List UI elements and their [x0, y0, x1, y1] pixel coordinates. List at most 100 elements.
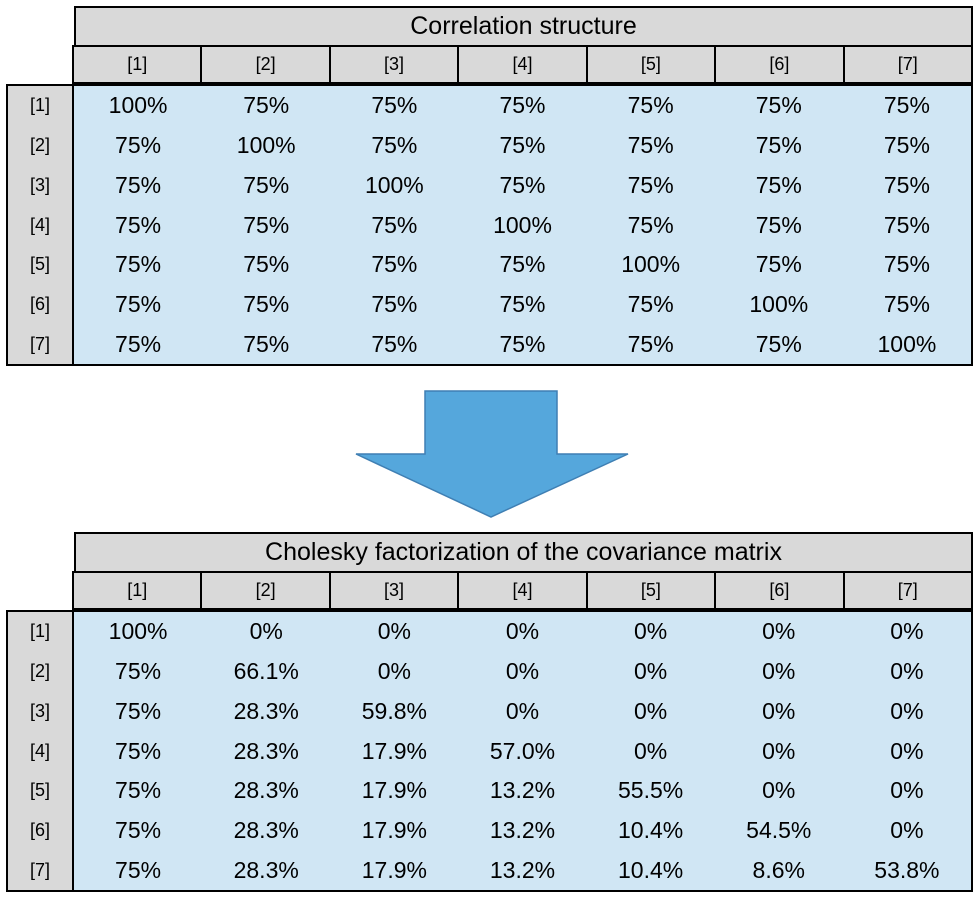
table-cell: 13.2%: [489, 777, 556, 804]
table-cell: 75%: [115, 658, 162, 685]
table-cell: 0%: [762, 777, 796, 804]
table-cell: 0%: [249, 618, 283, 645]
table-cell: 100%: [108, 92, 168, 119]
table-cell: 75%: [243, 330, 290, 357]
table-cell: 0%: [634, 618, 668, 645]
table-cell: 100%: [749, 290, 809, 317]
table-cell: 0%: [505, 618, 540, 645]
table-cell: 57.0%: [489, 737, 556, 764]
table-cell: 100%: [236, 132, 296, 159]
table-cell: 75%: [371, 251, 418, 278]
table-cell: 54.5%: [746, 816, 812, 843]
table-cell: 10.4%: [618, 816, 684, 843]
table-cell: 0%: [890, 737, 924, 764]
table-cell: 100%: [108, 618, 168, 645]
table-cell: 75%: [755, 251, 802, 278]
column-header: [5]: [585, 45, 717, 84]
table-cell: 28.3%: [233, 777, 299, 804]
table-cell: 75%: [499, 290, 546, 317]
correlation-cells: 100% 75% 75% 75% 75% 75% 75% 75% 100% 75% 75% 75% 75…: [74, 84, 973, 366]
table-cell: 66.1%: [233, 658, 299, 685]
table-row: 75% 75% 75% 75% 75% 75% 100%: [74, 324, 971, 364]
table-row: 75% 75% 75% 75% 75% 100% 75%: [74, 285, 971, 325]
table-cell: 55.5%: [618, 777, 684, 804]
table-cell: 0%: [890, 697, 924, 724]
table-cell: 75%: [499, 330, 546, 357]
table-cell: 75%: [499, 251, 546, 278]
table-cell: 17.9%: [361, 737, 427, 764]
table-cell: 17.9%: [361, 816, 427, 843]
table-cell: 75%: [883, 132, 930, 159]
table-cell: 75%: [499, 92, 546, 119]
table-row: 75% 100% 75% 75% 75% 75% 75%: [74, 126, 971, 166]
cholesky-cells: 100% 0% 0% 0% 0% 0% 0% 75% 66.1% 0% 0% 0% 0% 0% 75% 28.…: [74, 610, 973, 892]
table-cell: 28.3%: [233, 856, 299, 883]
column-header: [7]: [842, 45, 973, 84]
table-cell: 75%: [243, 171, 290, 198]
table-row: 75% 28.3% 17.9% 13.2% 55.5% 0% 0%: [74, 771, 971, 811]
table-cell: 100%: [364, 171, 424, 198]
table-cell: 75%: [883, 211, 930, 238]
table-cell: 75%: [755, 330, 802, 357]
table-cell: 75%: [115, 856, 162, 883]
cholesky-row-headers: [1] [2] [3] [4] [5] [6] [7]: [6, 610, 74, 892]
table-cell: 0%: [634, 697, 668, 724]
row-header: [4]: [29, 740, 50, 761]
row-header: [3]: [29, 700, 50, 721]
column-header: [4]: [457, 45, 588, 84]
column-header: [2]: [200, 45, 331, 84]
table-cell: 75%: [755, 171, 802, 198]
correlation-title-row: Correlation structure: [6, 6, 973, 45]
table-cell: 0%: [762, 658, 796, 685]
table-cell: 0%: [890, 658, 924, 685]
column-header: [1]: [72, 45, 203, 84]
table-cell: 75%: [499, 132, 546, 159]
table-cell: 0%: [377, 658, 411, 685]
row-header: [3]: [29, 174, 50, 195]
table-cell: 28.3%: [233, 697, 299, 724]
table-cell: 75%: [115, 777, 162, 804]
table-cell: 75%: [243, 290, 290, 317]
table-cell: 75%: [883, 251, 930, 278]
correlation-body: [1] [2] [3] [4] [5] [6] [7] 100% 75% 75% 75…: [6, 84, 973, 366]
table-cell: 0%: [377, 618, 411, 645]
table-cell: 75%: [627, 92, 674, 119]
table-cell: 100%: [493, 211, 552, 238]
table-cell: 100%: [877, 330, 937, 357]
table-row: 75% 66.1% 0% 0% 0% 0% 0%: [74, 652, 971, 692]
table-cell: 28.3%: [233, 737, 299, 764]
table-cell: 0%: [890, 816, 924, 843]
table-cell: 75%: [243, 92, 290, 119]
table-cell: 75%: [115, 290, 162, 317]
table-cell: 0%: [890, 618, 924, 645]
table-cell: 75%: [115, 132, 162, 159]
table-cell: 75%: [371, 211, 418, 238]
table-row: 75% 75% 75% 75% 100% 75% 75%: [74, 245, 971, 285]
table-cell: 75%: [371, 290, 418, 317]
row-header: [7]: [29, 333, 50, 354]
table-cell: 17.9%: [361, 777, 427, 804]
table-row: 75% 28.3% 17.9% 13.2% 10.4% 54.5% 0%: [74, 811, 971, 851]
table-cell: 28.3%: [233, 816, 299, 843]
table-cell: 13.2%: [489, 856, 556, 883]
table-cell: 75%: [115, 330, 162, 357]
table-cell: 75%: [115, 171, 162, 198]
table-cell: 75%: [627, 171, 674, 198]
table-cell: 75%: [115, 251, 162, 278]
table-row: 75% 75% 100% 75% 75% 75% 75%: [74, 165, 971, 205]
table-cell: 100%: [621, 251, 681, 278]
table-cell: 75%: [755, 92, 802, 119]
column-header: [4]: [457, 571, 588, 610]
table-cell: 13.2%: [489, 816, 556, 843]
table-cell: 0%: [762, 737, 796, 764]
row-header: [7]: [29, 859, 50, 880]
column-header: [3]: [328, 45, 460, 84]
row-header: [1]: [29, 95, 50, 116]
correlation-column-headers: [1] [2] [3] [4] [5] [6] [7]: [6, 45, 973, 84]
table-cell: 75%: [243, 211, 290, 238]
table-cell: 75%: [627, 290, 674, 317]
correlation-row-headers: [1] [2] [3] [4] [5] [6] [7]: [6, 84, 74, 366]
table-cell: 53.8%: [874, 856, 940, 883]
table-cell: 75%: [371, 132, 418, 159]
table-cell: 75%: [115, 697, 162, 724]
